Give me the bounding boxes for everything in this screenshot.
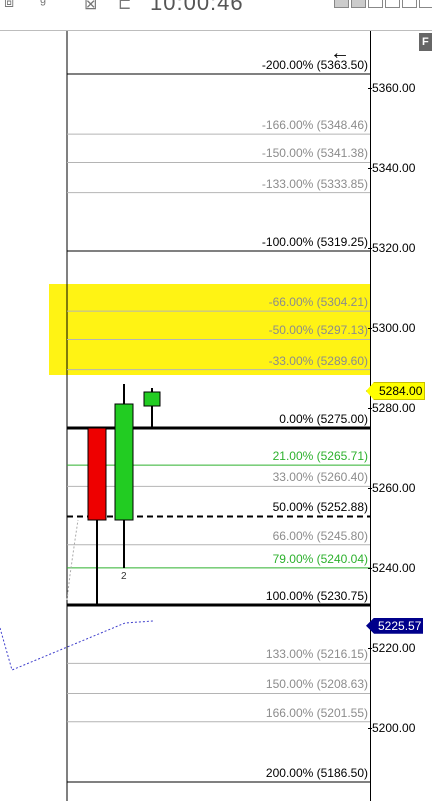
y-axis-tick-label: 5360.00 <box>367 81 416 95</box>
window-button-3[interactable] <box>368 0 383 8</box>
layout-icon[interactable]: ⊏ <box>118 0 132 13</box>
fib-level-label: -66.00% (5304.21) <box>268 295 368 310</box>
candle-body[interactable] <box>87 427 107 521</box>
y-axis-tick-label: 5200.00 <box>367 721 416 735</box>
window-button-1[interactable] <box>334 0 349 8</box>
fib-level-label: 100.00% (5230.75) <box>265 589 368 603</box>
window-button-2[interactable] <box>351 0 366 8</box>
y-axis-tick-label: 5260.00 <box>367 481 416 495</box>
y-axis-tick-label: 5240.00 <box>367 561 416 575</box>
fib-level-label: -33.00% (5289.60) <box>268 353 368 368</box>
highlight-marker <box>49 284 376 375</box>
reference-price-tag: 5225.57 <box>366 617 424 634</box>
y-axis-tick-label: 5220.00 <box>367 641 416 655</box>
y-axis[interactable] <box>370 31 432 801</box>
window-button-5[interactable] <box>402 0 417 8</box>
toolbar: ⧈ ᵍ˚ ⊠ ⊏ 10:00:46 <box>0 0 432 31</box>
price-chart[interactable] <box>0 31 432 801</box>
fib-level-label: 33.00% (5260.40) <box>272 470 368 485</box>
y-axis-tick-label: 5320.00 <box>367 241 416 255</box>
window-button-6[interactable] <box>419 0 432 8</box>
trend-trace <box>66 519 79 601</box>
fib-level-label: -200.00% (5363.50) <box>261 58 368 72</box>
clock-text: 10:00:46 <box>150 0 244 15</box>
y-axis-tick-label: 5280.00 <box>367 401 416 415</box>
fib-level-label: 166.00% (5201.55) <box>265 705 368 720</box>
fib-level-label: -150.00% (5341.38) <box>261 146 368 161</box>
fib-level-label: 0.00% (5275.00) <box>279 412 368 426</box>
indicator-line <box>0 620 154 671</box>
candle-body[interactable] <box>143 391 161 407</box>
fib-level-label: 200.00% (5186.50) <box>265 766 368 780</box>
fib-level-label: -166.00% (5348.46) <box>261 118 368 133</box>
indicator-icon[interactable]: ᵍ˚ <box>40 0 52 11</box>
chart-type-icon[interactable]: ⧈ <box>4 0 15 11</box>
window-button-4[interactable] <box>385 0 400 8</box>
fib-level-label: 21.00% (5265.71) <box>272 449 368 464</box>
fib-level-label: 50.00% (5252.88) <box>272 500 368 515</box>
fib-level-label: -50.00% (5297.13) <box>268 323 368 338</box>
back-arrow-icon[interactable]: ← <box>330 42 350 64</box>
fib-level-label: 133.00% (5216.15) <box>265 647 368 662</box>
y-axis-tick-label: 5340.00 <box>367 161 416 175</box>
fib-level-label: 79.00% (5240.04) <box>272 551 368 566</box>
f-button[interactable]: F <box>419 33 432 51</box>
bar-count-label: 2 <box>121 571 127 582</box>
y-axis-tick-label: 5300.00 <box>367 321 416 335</box>
candle-body[interactable] <box>114 403 134 521</box>
fib-level-label: -133.00% (5333.85) <box>261 176 368 191</box>
current-price-tag: 5284.00 <box>366 382 426 400</box>
fib-level-label: -100.00% (5319.25) <box>261 235 368 249</box>
fib-level-label: 150.00% (5208.63) <box>265 677 368 692</box>
fib-level-label: 66.00% (5245.80) <box>272 528 368 543</box>
close-box-icon[interactable]: ⊠ <box>84 0 98 13</box>
